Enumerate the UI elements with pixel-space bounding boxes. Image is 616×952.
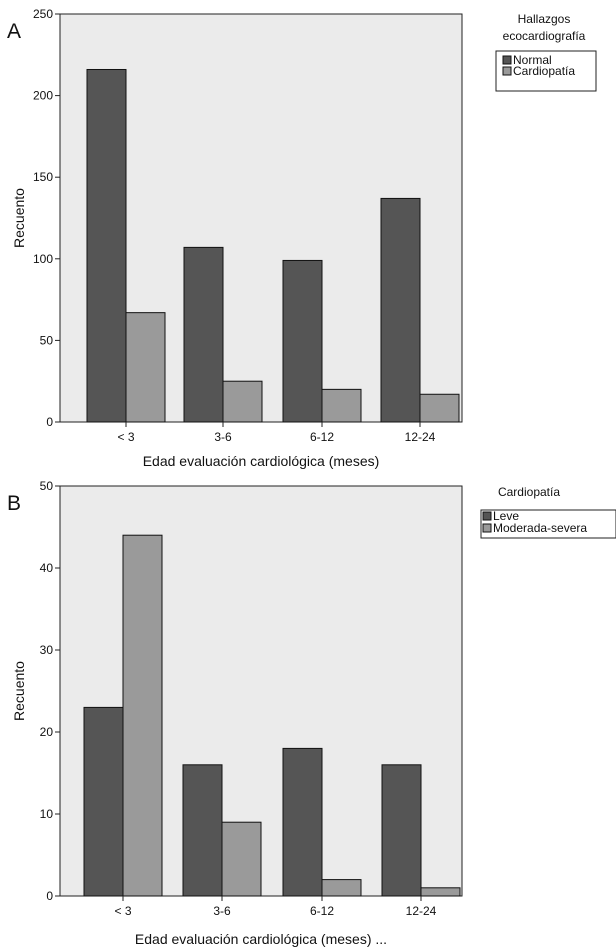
- x-axis-label: Edad evaluación cardiológica (meses): [143, 453, 380, 469]
- x-tick-label: < 3: [117, 430, 134, 444]
- bar-leve-0: [83, 706, 124, 897]
- x-tick-label: 3-6: [213, 904, 231, 918]
- bar-normal-1: [183, 246, 224, 423]
- legend-swatch-0: [482, 511, 492, 521]
- y-tick-label: 0: [46, 415, 53, 429]
- bar-leve-3: [381, 764, 422, 897]
- y-tick-label: 50: [40, 479, 54, 493]
- chart-panel-a: A 0 50 100 150 200 250 < 3 3-6 6-12 12-24 Edad eval…: [7, 7, 597, 469]
- y-axis-label: Recuento: [11, 661, 27, 721]
- y-tick-label: 150: [33, 170, 53, 184]
- legend-entry-0: Leve: [493, 509, 519, 523]
- y-tick-label: 250: [33, 7, 53, 21]
- x-tick-label: 6-12: [310, 430, 334, 444]
- bar-moderada-severa-3: [420, 887, 461, 897]
- bar-normal-2: [282, 259, 323, 423]
- x-tick-label: 3-6: [214, 430, 232, 444]
- legend-entry-0: Normal: [513, 53, 552, 67]
- legend-title: Cardiopatía: [498, 485, 560, 499]
- bar-normal-3: [380, 197, 421, 423]
- bar-cardiopat-a-3: [419, 393, 460, 423]
- bar-cardiopat-a-0: [125, 312, 166, 423]
- y-tick-label: 20: [40, 725, 54, 739]
- bar-normal-0: [86, 68, 127, 423]
- legend-entry-1: Moderada-severa: [493, 521, 587, 535]
- legend-swatch-1: [502, 66, 512, 76]
- y-tick-label: 40: [40, 561, 54, 575]
- bar-moderada-severa-2: [321, 879, 362, 897]
- x-tick-label: 6-12: [310, 904, 334, 918]
- y-tick-label: 100: [33, 252, 53, 266]
- bar-leve-1: [182, 764, 223, 897]
- chart-panel-b: B 0 10 20 30 40 50 < 3 3-6 6-12 12-24 Edad evaluaci…: [7, 479, 616, 947]
- bar-leve-2: [282, 747, 323, 897]
- legend-box: [480, 509, 616, 539]
- legend-box: [495, 50, 597, 92]
- y-tick-label: 10: [40, 807, 54, 821]
- bar-moderada-severa-1: [221, 821, 262, 897]
- bar-cardiopat-a-2: [321, 388, 362, 423]
- legend-entry-1: Cardiopatía: [513, 64, 575, 78]
- legend: Hallazgos ecocardiografía NormalCardiopatí…: [495, 12, 597, 92]
- x-tick-label: < 3: [114, 904, 131, 918]
- y-tick-label: 0: [46, 889, 53, 903]
- x-tick-label: 12-24: [406, 904, 437, 918]
- y-tick-label: 200: [33, 89, 53, 103]
- y-axis-label: Recuento: [11, 188, 27, 248]
- legend-title: Hallazgos ecocardiografía: [503, 12, 586, 43]
- bar-moderada-severa-0: [122, 534, 163, 897]
- y-tick-label: 50: [40, 333, 54, 347]
- bar-cardiopat-a-1: [222, 380, 263, 423]
- y-tick-label: 30: [40, 643, 54, 657]
- legend-swatch-0: [502, 55, 512, 65]
- x-tick-label: 12-24: [405, 430, 436, 444]
- legend-swatch-1: [482, 523, 492, 533]
- panel-label: B: [7, 492, 21, 515]
- panel-label: A: [7, 20, 21, 43]
- x-axis-label: Edad evaluación cardiológica (meses) ...: [135, 931, 387, 947]
